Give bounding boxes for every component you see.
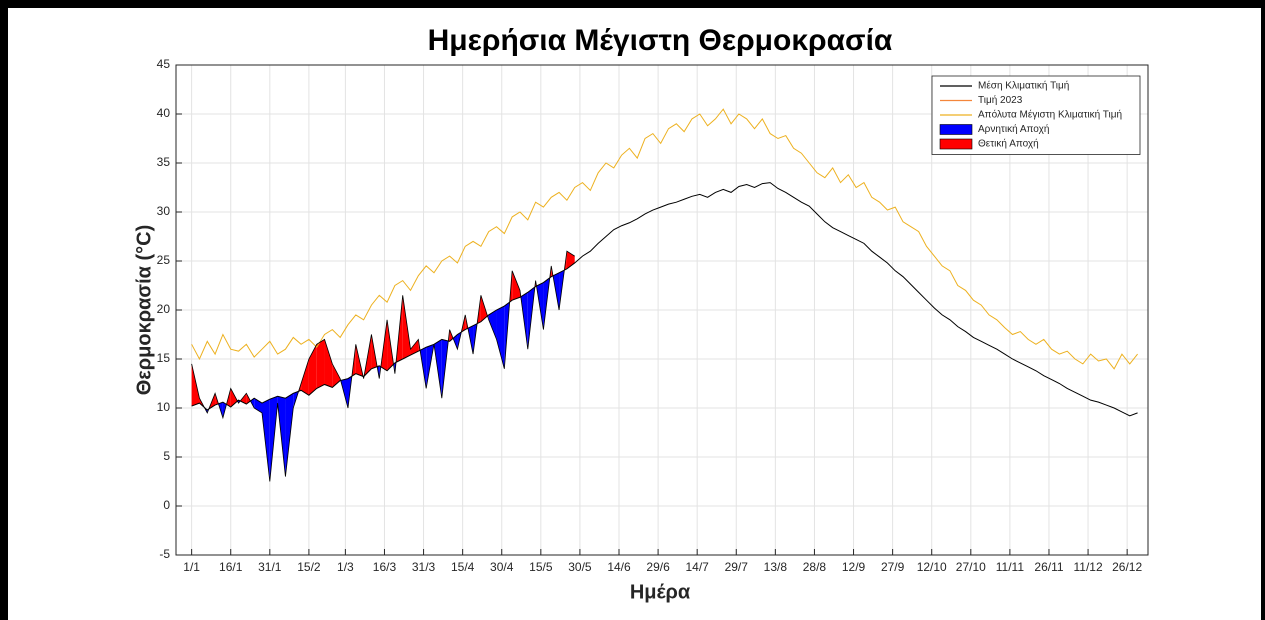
x-tick-label: 31/3 [412, 560, 436, 574]
x-tick-label: 14/6 [607, 560, 631, 574]
legend-label: Τιμή 2023 [978, 94, 1023, 106]
y-tick-label: 30 [157, 204, 171, 218]
x-tick-label: 13/8 [764, 560, 788, 574]
y-tick-label: 15 [157, 351, 171, 365]
legend-swatch [939, 124, 973, 135]
x-tick-label: 26/12 [1112, 560, 1142, 574]
positive-fill [316, 339, 325, 389]
x-tick-label: 28/8 [803, 560, 827, 574]
positive-fill [301, 359, 309, 396]
x-tick-label: 29/7 [725, 560, 749, 574]
x-tick-label: 15/2 [297, 560, 321, 574]
x-tick-label: 15/5 [529, 560, 553, 574]
positive-fill [410, 339, 419, 356]
negative-fill [285, 393, 294, 477]
y-axis-label: Θερμοκρασία (°C) [133, 225, 155, 396]
y-tick-label: 25 [157, 253, 171, 267]
x-tick-label: 29/6 [646, 560, 670, 574]
plot-frame [175, 64, 1149, 556]
legend-label: Θετική Αποχή [978, 138, 1039, 150]
negative-fill [488, 310, 497, 340]
y-tick-label: 10 [157, 400, 171, 414]
x-tick-label: 31/1 [258, 560, 282, 574]
y-tick-label: 20 [157, 302, 171, 316]
data-line [191, 250, 575, 482]
x-tick-label: 30/5 [568, 560, 592, 574]
x-tick-label: 27/10 [956, 560, 986, 574]
legend-label: Αρνητική Αποχή [978, 123, 1049, 135]
x-tick-label: 16/3 [373, 560, 397, 574]
negative-fill [254, 398, 262, 413]
x-tick-label: 26/11 [1034, 560, 1063, 574]
x-tick-label: 27/9 [881, 560, 905, 574]
y-tick-label: 0 [163, 498, 170, 512]
data-line [191, 108, 1138, 370]
positive-fill [324, 339, 333, 388]
negative-fill [496, 306, 505, 369]
x-tick-label: 12/9 [842, 560, 866, 574]
y-tick-label: 35 [157, 155, 171, 169]
x-tick-label: 1/1 [183, 560, 200, 574]
y-tick-label: -5 [159, 547, 170, 561]
positive-fill [332, 363, 341, 388]
x-tick-label: 14/7 [685, 560, 709, 574]
x-tick-label: 30/4 [490, 560, 514, 574]
positive-fill [308, 344, 317, 396]
legend-swatch [939, 138, 973, 150]
chart-title: Ημερήσια Μέγιστη Θερμοκρασία [428, 24, 893, 57]
y-tick-label: 40 [157, 106, 171, 120]
x-axis-label: Ημέρα [630, 581, 691, 603]
x-tick-label: 1/3 [337, 560, 354, 574]
legend-label: Μέση Κλιματική Τιμή [978, 80, 1069, 92]
y-tick-label: 45 [157, 57, 171, 71]
x-tick-label: 11/11 [996, 560, 1025, 574]
positive-fill [191, 363, 200, 407]
data-line [191, 182, 1138, 417]
y-tick-label: 5 [163, 449, 170, 463]
positive-fill [512, 270, 520, 301]
legend-label: Απόλυτα Μέγιστη Κλιματική Τιμή [978, 109, 1122, 121]
x-tick-label: 11/12 [1073, 560, 1102, 574]
positive-fill [480, 295, 488, 322]
x-tick-label: 16/1 [219, 560, 243, 574]
x-tick-label: 15/4 [451, 560, 475, 574]
x-tick-label: 12/10 [917, 560, 947, 574]
positive-fill [566, 251, 575, 269]
